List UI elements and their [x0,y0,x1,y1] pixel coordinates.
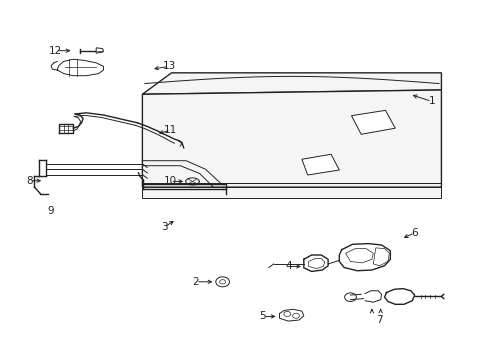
Text: 13: 13 [162,62,175,71]
Polygon shape [339,244,389,271]
Polygon shape [365,291,381,302]
Polygon shape [303,255,327,271]
Polygon shape [142,73,441,94]
Text: 7: 7 [376,315,382,325]
Text: 1: 1 [427,96,434,107]
Polygon shape [142,187,441,198]
Text: 3: 3 [161,222,167,232]
Polygon shape [301,154,339,175]
Polygon shape [384,289,414,304]
Text: 4: 4 [285,261,292,271]
Polygon shape [57,59,103,76]
Polygon shape [142,90,441,187]
Text: 5: 5 [259,311,266,321]
Text: 6: 6 [410,228,417,238]
Circle shape [344,293,356,301]
Text: 11: 11 [163,125,177,135]
Text: 2: 2 [192,277,199,287]
Polygon shape [96,48,103,53]
Circle shape [215,277,229,287]
Text: 9: 9 [47,206,54,216]
Polygon shape [351,111,394,134]
Text: 12: 12 [49,46,62,56]
Polygon shape [279,309,303,321]
Text: 8: 8 [26,176,33,186]
Text: 10: 10 [163,176,177,186]
